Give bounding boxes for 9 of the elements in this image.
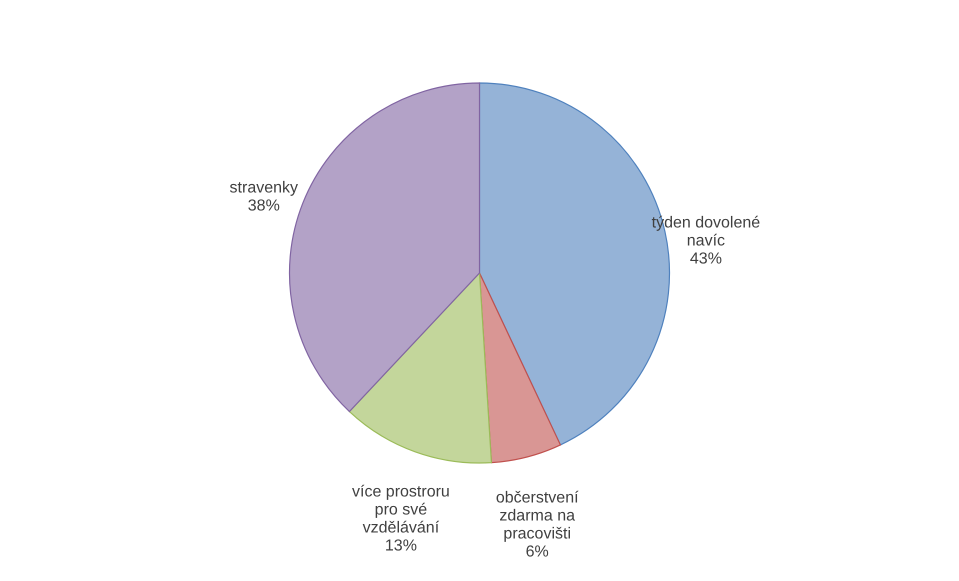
- data-label: 13%: [384, 537, 417, 554]
- slice-label: stravenky: [230, 180, 298, 197]
- pie-slice: [348, 272, 492, 464]
- data-label: 43%: [690, 250, 722, 268]
- slice-label: občerstvení zdarma na pracovišti: [496, 490, 580, 543]
- data-label: 6%: [526, 544, 549, 561]
- data-label: 38%: [248, 198, 280, 215]
- slice-label: více prostroru pro své vzdělávání: [352, 483, 450, 536]
- pie-slice: [478, 272, 561, 464]
